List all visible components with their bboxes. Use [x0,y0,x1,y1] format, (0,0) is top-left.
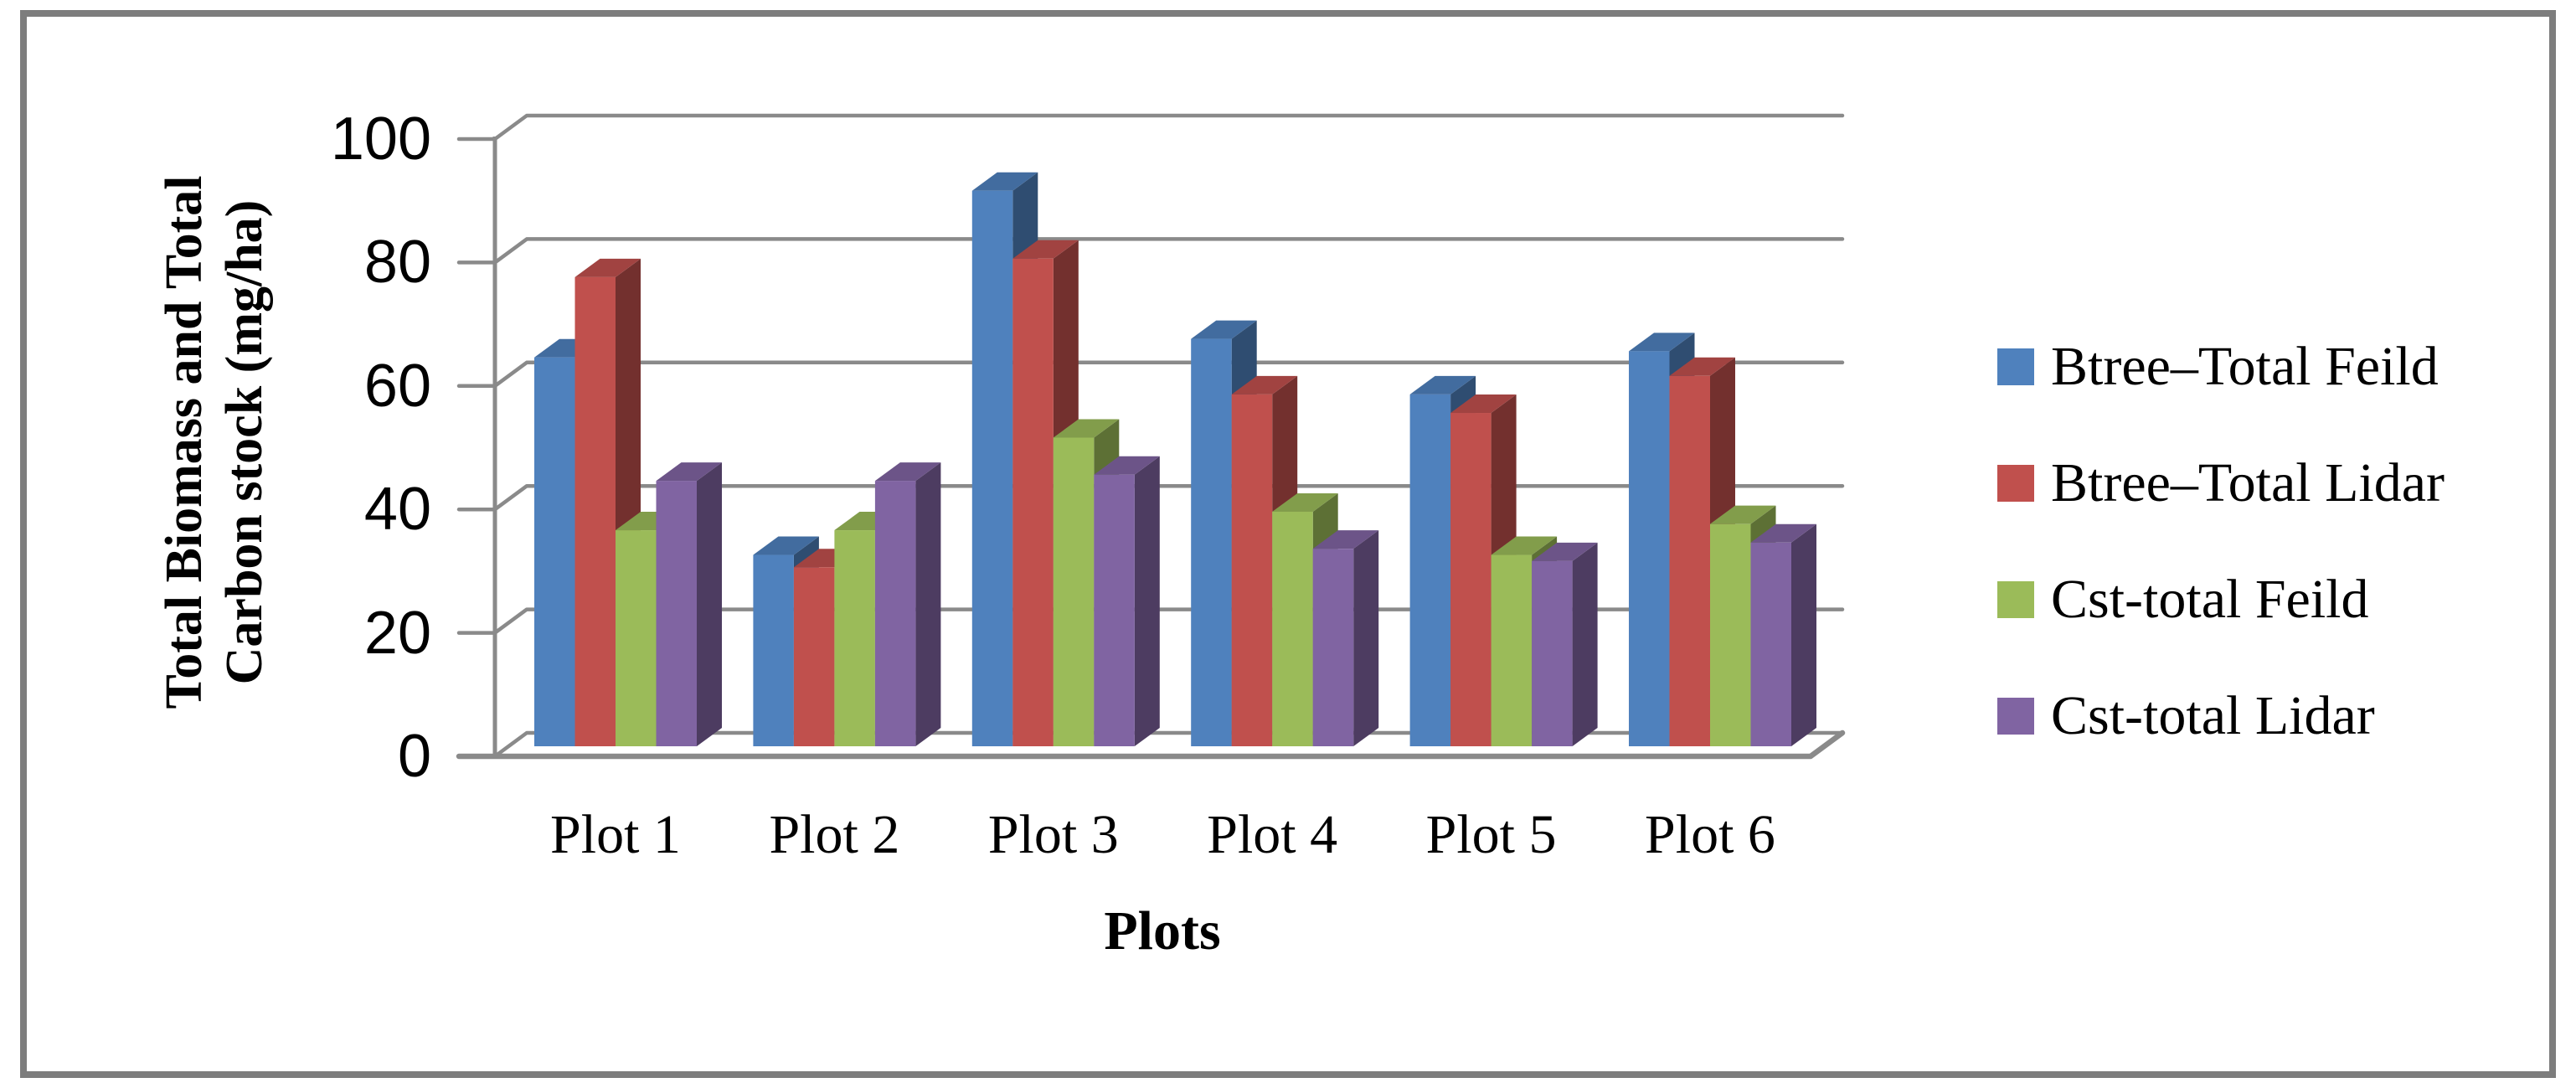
legend-swatch [1997,465,2034,502]
gridline-20 [456,607,1845,635]
bar-front-face [1669,375,1710,746]
bar-top-face [1409,375,1476,394]
bar-top-face [1491,536,1558,555]
bar-top-face [1094,456,1160,475]
legend-label: Btree–Total Lidar [2051,452,2445,513]
x-category-label-5: Plot 5 [1425,804,1557,865]
bar-top-face [1191,320,1257,339]
bar-front-face [1012,258,1054,746]
bar-top-face [971,172,1038,191]
x-category-label-4: Plot 4 [1207,804,1338,865]
bar-top-face [1272,492,1338,512]
bar-top-face [1750,523,1816,543]
bar-front-face [793,567,835,746]
y-tick-label-60: 60 [363,352,431,420]
legend-item-3: Cst-total Feild [1997,562,2567,637]
y-axis-title-line-2: Carbon stock (mg/ha) [216,199,273,685]
bar-group-3 [971,172,1160,746]
y-tick-label-100: 100 [330,106,431,173]
legend-label: Cst-total Feild [2051,569,2369,630]
legend-label: Btree–Total Feild [2051,336,2439,397]
legend-swatch [1997,581,2034,618]
bar-front-face [834,530,875,746]
bar-front-face [656,481,697,746]
x-axis-title: Plots [1104,900,1221,962]
bar-top-face [656,462,722,482]
bar-front-face [574,276,616,746]
bar-top-face [1312,530,1379,549]
bar-side-face [1353,530,1379,746]
bar-front-face [1491,554,1533,746]
bar-front-face [1532,560,1573,746]
x-category-label-2: Plot 2 [769,804,900,865]
bar-top-face [1231,375,1298,394]
bar-top-face [753,536,819,555]
legend-item-2: Btree–Total Lidar [1997,446,2567,521]
y-axis-title-line-1: Total Biomass and Total [156,175,213,709]
bar-top-face [1532,542,1598,561]
bar-group-4 [1191,320,1379,746]
bar-top-face [1450,394,1517,414]
bar-front-face [1750,542,1791,746]
bar-series-4-plot-2 [874,462,941,746]
bar-series-4-plot-6 [1750,523,1816,746]
bar-top-face [574,258,641,277]
x-category-label-6: Plot 6 [1645,804,1775,865]
legend-item-4: Cst-total Lidar [1997,678,2567,754]
bar-front-face [1053,437,1095,746]
bar-side-face [697,462,722,746]
bar-side-face [915,462,941,746]
legend-item-1: Btree–Total Feild [1997,329,2567,405]
bar-front-face [1409,394,1451,746]
gridline-100 [456,113,1845,142]
bar-top-face [1669,357,1735,376]
legend-label: Cst-total Lidar [2051,685,2375,746]
legend-swatch [1997,698,2034,735]
bar-top-face [874,462,941,482]
bar-side-face [1791,523,1816,746]
gridline-80 [456,237,1845,265]
bar-front-face [1450,413,1492,746]
bar-group-5 [1409,375,1598,746]
bar-top-face [1710,505,1776,524]
gridline-40 [456,483,1845,512]
bar-side-face [1572,542,1598,746]
bar-front-face [1312,549,1354,746]
bar-series-4-plot-3 [1094,456,1160,746]
bar-group-1 [534,258,722,746]
gridline-60 [456,360,1845,389]
y-tick-label-0: 0 [397,723,431,790]
bar-front-face [534,357,575,746]
bar-front-face [874,481,916,746]
bar-front-face [753,554,794,746]
figure-border [20,10,2556,1078]
bar-side-face [1134,456,1160,746]
bar-front-face [1710,523,1751,746]
bar-front-face [971,190,1013,746]
bar-front-face [1231,394,1273,746]
x-category-label-3: Plot 3 [987,804,1119,865]
y-tick-label-80: 80 [363,229,431,296]
bar-front-face [1191,338,1232,746]
bar-front-face [616,530,657,746]
bar-top-face [1053,419,1120,438]
bar-top-face [1629,333,1695,352]
bar-front-face [1094,474,1135,746]
bar-top-face [1012,240,1079,259]
legend-swatch [1997,348,2034,385]
bar-group-6 [1629,333,1816,746]
x-category-label-1: Plot 1 [550,804,681,865]
bar-group-2 [753,462,941,746]
bar-front-face [1629,351,1670,746]
bar-front-face [1272,511,1313,746]
category-axis-baseline [456,730,1846,760]
y-tick-label-20: 20 [363,599,431,667]
bar-series-4-plot-4 [1312,530,1379,746]
bar-series-4-plot-5 [1532,542,1598,746]
bar-series-4-plot-1 [656,462,722,746]
y-tick-label-40: 40 [363,476,431,544]
